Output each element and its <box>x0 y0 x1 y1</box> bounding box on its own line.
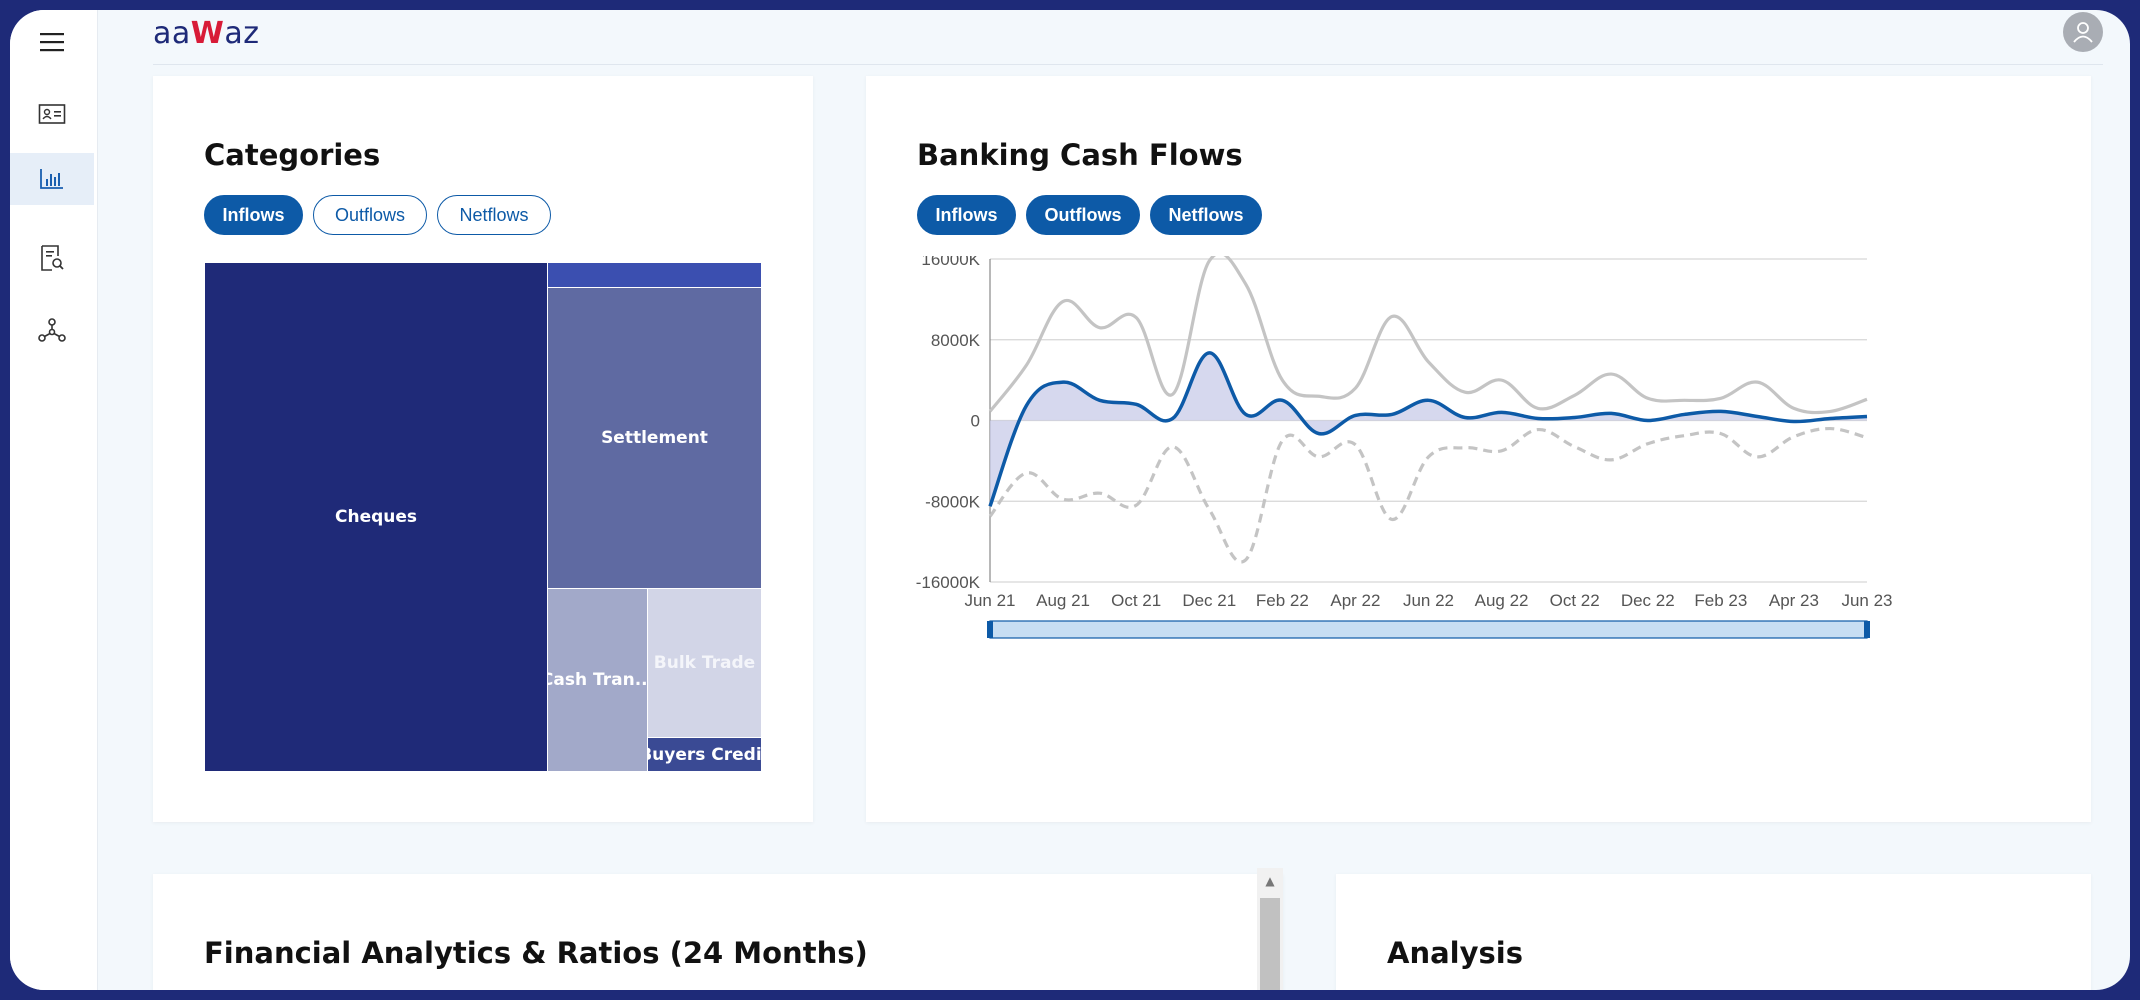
categories-tab-outflows[interactable]: Outflows <box>313 195 427 235</box>
cashflows-tab-inflows[interactable]: Inflows <box>917 195 1016 235</box>
cashflows-tabs: Inflows Outflows Netflows <box>917 195 1517 235</box>
menu-icon <box>40 33 64 52</box>
treemap-label: Buyers Credit <box>648 744 762 765</box>
bar-chart-icon <box>40 169 63 189</box>
user-avatar[interactable] <box>2063 12 2103 52</box>
x-tick-label: Jun 22 <box>1403 591 1454 610</box>
document-search-icon <box>41 245 64 271</box>
id-card-icon <box>38 104 66 124</box>
brand-logo[interactable]: aaWaz <box>153 16 260 51</box>
categories-tab-netflows[interactable]: Netflows <box>437 195 551 235</box>
x-tick-label: Dec 21 <box>1182 591 1236 610</box>
series-line-netflows <box>988 351 1868 507</box>
user-icon <box>2073 22 2093 43</box>
zoom-handle-right[interactable] <box>1864 621 1870 638</box>
x-tick-label: Oct 21 <box>1111 591 1161 610</box>
y-tick-label: -8000K <box>925 492 980 511</box>
zoom-slider[interactable] <box>989 620 1868 639</box>
x-tick-label: Aug 21 <box>1036 591 1090 610</box>
series-line-outflows <box>988 426 1868 564</box>
treemap-label: Cash Tran... <box>548 670 648 690</box>
treemap-buyers-credit[interactable]: Buyers Credit <box>647 737 762 772</box>
sidebar-item-profile[interactable] <box>10 88 94 140</box>
x-tick-label: Apr 23 <box>1769 591 1819 610</box>
app-frame: aaWaz Categories Inflows Outflows Netflo… <box>10 10 2130 990</box>
sidebar <box>10 10 98 990</box>
x-tick-label: Aug 22 <box>1475 591 1529 610</box>
x-tick-label: Jun 23 <box>1841 591 1892 610</box>
scroll-up-arrow-icon[interactable]: ▲ <box>1265 874 1275 888</box>
scroll-thumb[interactable] <box>1260 898 1280 990</box>
financial-title: Financial Analytics & Ratios (24 Months) <box>204 936 868 970</box>
treemap-label: Cheques <box>334 507 418 527</box>
categories-card: Categories Inflows Outflows Netflows Che… <box>153 76 813 822</box>
categories-tabs: Inflows Outflows Netflows <box>204 195 804 235</box>
cashflows-card: Banking Cash Flows Inflows Outflows Netf… <box>866 76 2091 822</box>
x-tick-label: Feb 22 <box>1256 591 1309 610</box>
x-tick-label: Jun 21 <box>964 591 1015 610</box>
treemap-label: Settlement <box>601 428 708 448</box>
sidebar-item-analytics[interactable] <box>10 153 94 205</box>
y-tick-label: 8000K <box>931 331 981 350</box>
treemap-settlement[interactable]: Settlement <box>547 287 762 589</box>
cashflows-tab-netflows[interactable]: Netflows <box>1150 195 1262 235</box>
y-tick-label: -16000K <box>916 573 981 592</box>
network-icon <box>38 318 66 342</box>
x-tick-label: Feb 23 <box>1694 591 1747 610</box>
sidebar-item-documents[interactable] <box>10 232 94 284</box>
cashflows-tab-outflows[interactable]: Outflows <box>1026 195 1140 235</box>
cashflows-title: Banking Cash Flows <box>917 138 1243 172</box>
financial-scrollbar[interactable]: ▲ <box>1257 868 1283 990</box>
x-tick-label: Apr 22 <box>1330 591 1380 610</box>
categories-tab-inflows[interactable]: Inflows <box>204 195 303 235</box>
x-tick-label: Oct 22 <box>1550 591 1600 610</box>
treemap-small[interactable] <box>547 262 762 288</box>
treemap-cash-transactions[interactable]: Cash Tran... <box>547 588 648 772</box>
sidebar-item-network[interactable] <box>10 304 94 356</box>
zoom-handle-left[interactable] <box>987 621 993 638</box>
treemap-cheques[interactable]: Cheques <box>204 262 548 772</box>
treemap: Cheques Settlement Cash Tran... Bulk Tra… <box>204 262 762 772</box>
top-bar: aaWaz <box>153 10 2103 65</box>
y-tick-label: 0 <box>971 412 980 431</box>
analysis-title: Analysis <box>1387 936 1523 970</box>
menu-button[interactable] <box>10 16 94 68</box>
series-line-inflows <box>988 256 1868 415</box>
categories-title: Categories <box>204 138 381 172</box>
treemap-bulk-trade[interactable]: Bulk Trade <box>647 588 762 738</box>
series-area-netflows <box>990 352 1867 507</box>
financial-card: Financial Analytics & Ratios (24 Months) <box>153 874 1283 990</box>
analysis-card: Analysis <box>1336 874 2091 990</box>
treemap-label: Bulk Trade <box>653 653 756 673</box>
x-tick-label: Dec 22 <box>1621 591 1675 610</box>
y-tick-label: 16000K <box>921 256 980 269</box>
